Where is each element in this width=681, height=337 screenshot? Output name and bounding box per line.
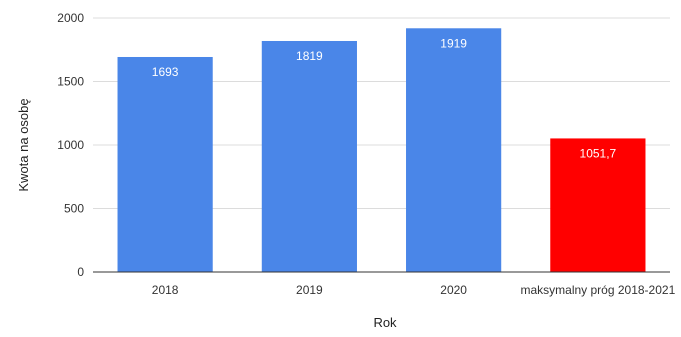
- x-axis-ticks: 2018 2019 2020 maksymalny próg 2018-2021: [152, 283, 676, 297]
- bar-2020: [406, 28, 502, 272]
- y-axis-ticks: 0 500 1000 1500 2000: [57, 11, 84, 279]
- x-tick-label: maksymalny próg 2018-2021: [520, 283, 675, 297]
- x-axis-title: Rok: [373, 315, 397, 330]
- bar-data-label: 1919: [440, 36, 467, 50]
- y-tick-label: 500: [64, 202, 84, 216]
- bar-maksymalny-próg-2018-2021: [550, 138, 646, 272]
- y-axis-title: Kwota na osobę: [16, 98, 31, 191]
- bar-2019: [261, 40, 357, 272]
- y-tick-label: 2000: [57, 11, 84, 25]
- x-tick-label: 2018: [152, 283, 179, 297]
- x-tick-label: 2019: [296, 283, 323, 297]
- y-tick-label: 1000: [57, 138, 84, 152]
- bars: [117, 28, 646, 272]
- y-tick-label: 1500: [57, 75, 84, 89]
- bar-data-label: 1819: [296, 49, 323, 63]
- bar-2018: [117, 56, 213, 272]
- bar-data-label: 1693: [152, 65, 179, 79]
- y-tick-label: 0: [77, 265, 84, 279]
- x-tick-label: 2020: [440, 283, 467, 297]
- data-labels: 1693 1819 1919 1051,7: [152, 36, 617, 160]
- bar-data-label: 1051,7: [580, 146, 617, 160]
